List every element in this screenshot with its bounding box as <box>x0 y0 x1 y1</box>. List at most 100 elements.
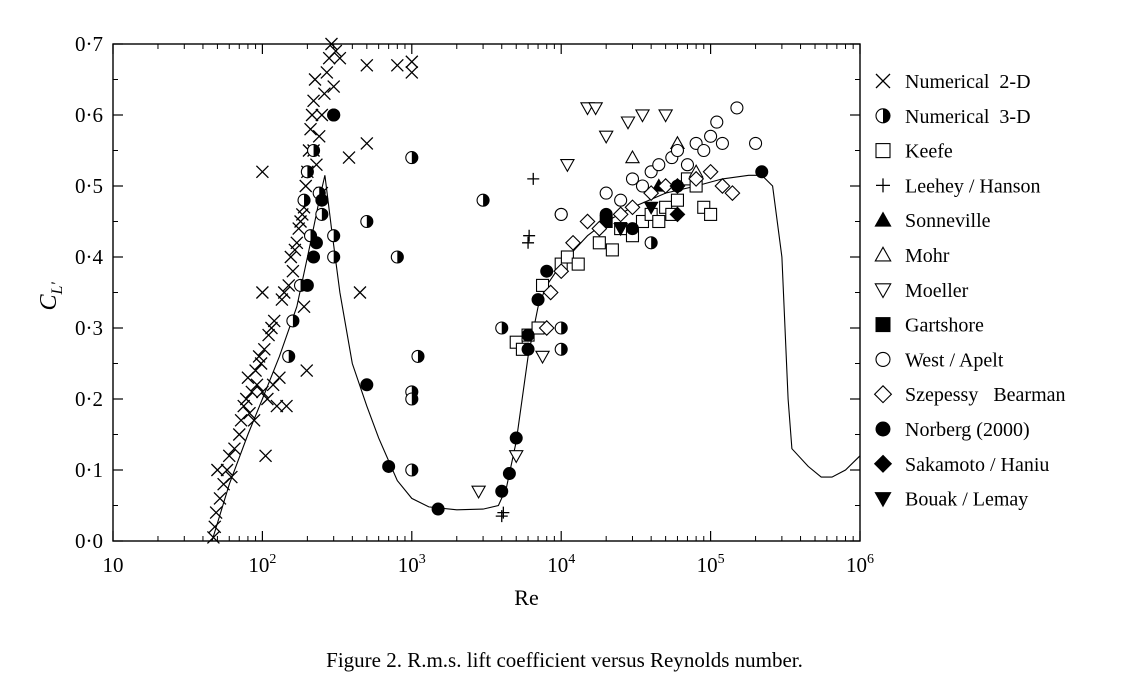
point-numerical-2-d <box>353 286 367 299</box>
point-szepessy-bearman <box>542 284 559 301</box>
point-numerical-2-d <box>243 406 256 420</box>
point-szepessy-bearman <box>579 213 596 230</box>
point-keefe <box>704 207 718 221</box>
point-numerical-2-d <box>327 80 341 94</box>
point-numerical-2-d <box>286 264 300 278</box>
legend-item-moeller: Moeller <box>874 280 969 302</box>
point-norberg-2000 <box>755 165 769 179</box>
data-points-group <box>206 37 769 544</box>
legend-label: Bouak / Lemay <box>905 489 1028 511</box>
point-west-apelt <box>652 158 666 172</box>
point-numerical-3-d <box>315 207 329 221</box>
point-numerical-2-d <box>270 399 284 413</box>
point-moeller <box>598 130 614 145</box>
point-numerical-3-d <box>282 349 296 363</box>
point-bouak-lemay <box>643 201 659 215</box>
legend-label: Mohr <box>905 245 950 267</box>
legend-label: Gartshore <box>905 315 984 337</box>
legend-item-gartshore: Gartshore <box>875 315 984 337</box>
point-norberg-2000 <box>431 502 445 516</box>
point-norberg-2000 <box>307 250 321 264</box>
y-tick-label: 0·6 <box>75 103 103 127</box>
point-szepessy-bearman <box>688 170 705 187</box>
legend-marker-west-apelt <box>875 351 891 367</box>
point-numerical-2-d <box>213 491 227 505</box>
point-numerical-2-d <box>209 506 223 520</box>
point-moeller <box>620 116 636 130</box>
legend-label: Numerical 2-D <box>905 71 1031 93</box>
point-norberg-2000 <box>300 278 314 292</box>
point-numerical-2-d <box>227 442 241 456</box>
point-numerical-3-d <box>554 342 568 356</box>
lift-coefficient-chart: 10 102 103 104 105 106 0·0 0·1 0·2 0·3 0·4 0·5 0·6 0·… <box>36 32 1066 610</box>
point-numerical-3-d <box>405 463 419 477</box>
x-tick-label: 10 <box>103 553 124 577</box>
point-numerical-3-d <box>554 321 568 335</box>
point-moeller <box>588 102 604 116</box>
legend-item-sonneville: Sonneville <box>874 210 991 232</box>
point-numerical-2-d <box>249 364 263 378</box>
point-numerical-2-d <box>390 58 404 72</box>
point-numerical-2-d <box>247 413 261 427</box>
x-tick-label: 106 <box>846 552 874 577</box>
plot-frame <box>112 43 861 542</box>
point-numerical-2-d <box>288 243 302 257</box>
legend-item-keefe: Keefe <box>875 141 953 163</box>
point-norberg-2000 <box>509 431 523 445</box>
point-numerical-2-d <box>342 151 356 165</box>
point-numerical-3-d <box>411 349 425 363</box>
point-szepessy-bearman <box>657 178 674 194</box>
point-szepessy-bearman <box>538 320 555 336</box>
point-leehey-hanson <box>497 506 510 519</box>
point-numerical-3-d <box>405 151 419 165</box>
legend-item-norberg-2000: Norberg (2000) <box>875 419 1030 441</box>
point-numerical-2-d <box>222 449 236 463</box>
figure-caption: Figure 2. R.m.s. lift coefficient versus… <box>326 648 803 672</box>
y-tick-label: 0·0 <box>75 529 103 553</box>
point-norberg-2000 <box>315 193 329 207</box>
point-numerical-2-d <box>237 399 251 413</box>
legend-item-sakamoto-haniu: Sakamoto / Haniu <box>873 454 1049 476</box>
point-west-apelt <box>710 115 724 129</box>
point-west-apelt <box>625 172 640 186</box>
legend-item-mohr: Mohr <box>874 245 950 267</box>
legend-label: Moeller <box>905 280 969 302</box>
point-norberg-2000 <box>670 179 684 193</box>
point-norberg-2000 <box>360 378 374 392</box>
legend-label: Szepessy Bearman <box>905 384 1066 406</box>
point-moeller <box>471 485 487 500</box>
point-numerical-2-d <box>239 392 253 406</box>
legend-marker-sonneville <box>874 211 892 227</box>
point-numerical-2-d <box>265 321 278 335</box>
point-numerical-2-d <box>315 108 329 122</box>
point-numerical-2-d <box>255 286 269 299</box>
point-numerical-2-d <box>405 55 419 69</box>
point-numerical-2-d <box>320 65 334 79</box>
legend-label: Sakamoto / Haniu <box>905 454 1049 476</box>
point-norberg-2000 <box>625 222 639 236</box>
x-tick-label: 102 <box>248 552 276 577</box>
point-keefe <box>605 243 619 257</box>
point-mohr <box>624 149 641 164</box>
legend-marker-keefe <box>875 143 891 159</box>
point-numerical-2-d <box>208 520 222 534</box>
point-west-apelt <box>635 179 650 193</box>
x-tick-label: 104 <box>547 552 575 577</box>
point-moeller <box>559 159 575 173</box>
point-west-apelt <box>730 101 744 115</box>
point-numerical-3-d <box>495 321 509 335</box>
point-leehey-hanson <box>523 229 536 242</box>
point-bouak-lemay <box>613 223 629 237</box>
legend-marker-numerical-3-d <box>875 108 891 124</box>
point-numerical-3-d <box>300 165 314 179</box>
point-numerical-3-d <box>360 214 374 229</box>
legend-label: Sonneville <box>905 210 991 232</box>
point-numerical-3-d <box>297 193 311 207</box>
legend-marker-bouak-lemay <box>874 492 892 508</box>
point-numerical-2-d <box>255 385 269 399</box>
point-west-apelt <box>680 158 695 172</box>
point-norberg-2000 <box>382 459 396 473</box>
y-axis-label: CL' <box>36 282 66 311</box>
point-numerical-2-d <box>272 371 286 385</box>
point-keefe <box>652 214 666 229</box>
